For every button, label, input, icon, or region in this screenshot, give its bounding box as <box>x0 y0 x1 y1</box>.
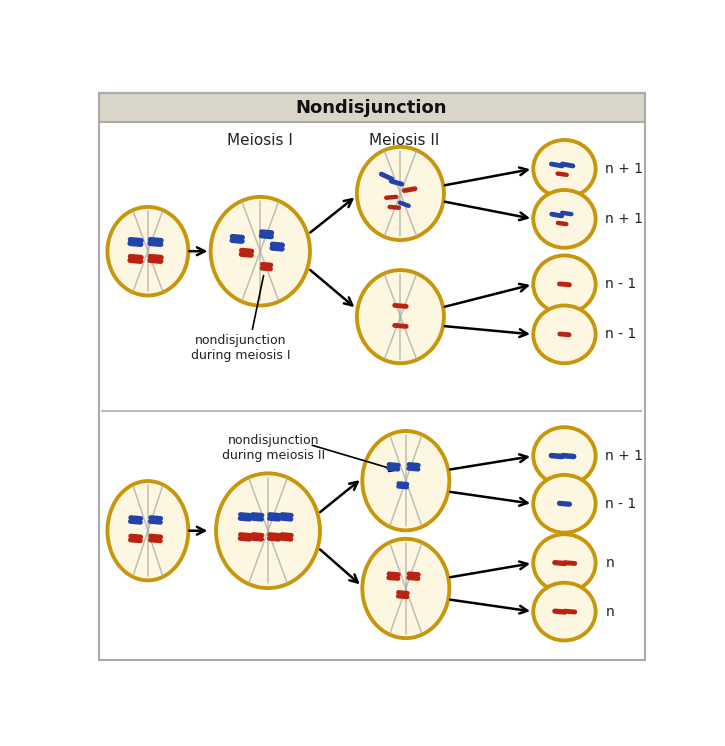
Ellipse shape <box>360 429 451 532</box>
Ellipse shape <box>535 307 594 361</box>
FancyBboxPatch shape <box>99 93 645 122</box>
Ellipse shape <box>218 475 318 586</box>
Ellipse shape <box>359 272 442 361</box>
Ellipse shape <box>531 532 597 594</box>
Ellipse shape <box>535 142 594 195</box>
Ellipse shape <box>531 581 597 642</box>
Ellipse shape <box>531 254 597 315</box>
Ellipse shape <box>355 268 446 366</box>
Ellipse shape <box>531 473 597 535</box>
Ellipse shape <box>535 257 594 311</box>
Text: n - 1: n - 1 <box>605 497 637 511</box>
Ellipse shape <box>535 477 594 530</box>
Ellipse shape <box>360 537 451 640</box>
Text: Meiosis II: Meiosis II <box>369 133 439 148</box>
Ellipse shape <box>531 425 597 487</box>
Ellipse shape <box>535 192 594 246</box>
Ellipse shape <box>106 479 190 583</box>
Text: nondisjunction
during meiosis I: nondisjunction during meiosis I <box>191 334 291 363</box>
Ellipse shape <box>355 145 446 242</box>
Ellipse shape <box>531 138 597 200</box>
Ellipse shape <box>535 536 594 590</box>
Ellipse shape <box>531 304 597 366</box>
Ellipse shape <box>109 483 186 578</box>
Ellipse shape <box>535 429 594 483</box>
Ellipse shape <box>364 433 447 528</box>
Text: nondisjunction
during meiosis II: nondisjunction during meiosis II <box>222 434 325 463</box>
Text: Meiosis I: Meiosis I <box>228 133 293 148</box>
Ellipse shape <box>531 188 597 250</box>
Ellipse shape <box>214 471 322 590</box>
Ellipse shape <box>359 148 442 238</box>
Ellipse shape <box>106 205 190 298</box>
Text: n: n <box>605 556 614 570</box>
Ellipse shape <box>209 195 312 307</box>
Text: n - 1: n - 1 <box>605 327 637 342</box>
Ellipse shape <box>212 199 308 304</box>
Text: n + 1: n + 1 <box>605 212 643 226</box>
Ellipse shape <box>364 541 447 636</box>
Text: n + 1: n + 1 <box>605 449 643 463</box>
Text: n + 1: n + 1 <box>605 162 643 176</box>
Ellipse shape <box>535 585 594 639</box>
Text: Nondisjunction: Nondisjunction <box>295 98 447 116</box>
Ellipse shape <box>109 209 186 294</box>
Text: n: n <box>605 604 614 618</box>
Text: n - 1: n - 1 <box>605 278 637 292</box>
